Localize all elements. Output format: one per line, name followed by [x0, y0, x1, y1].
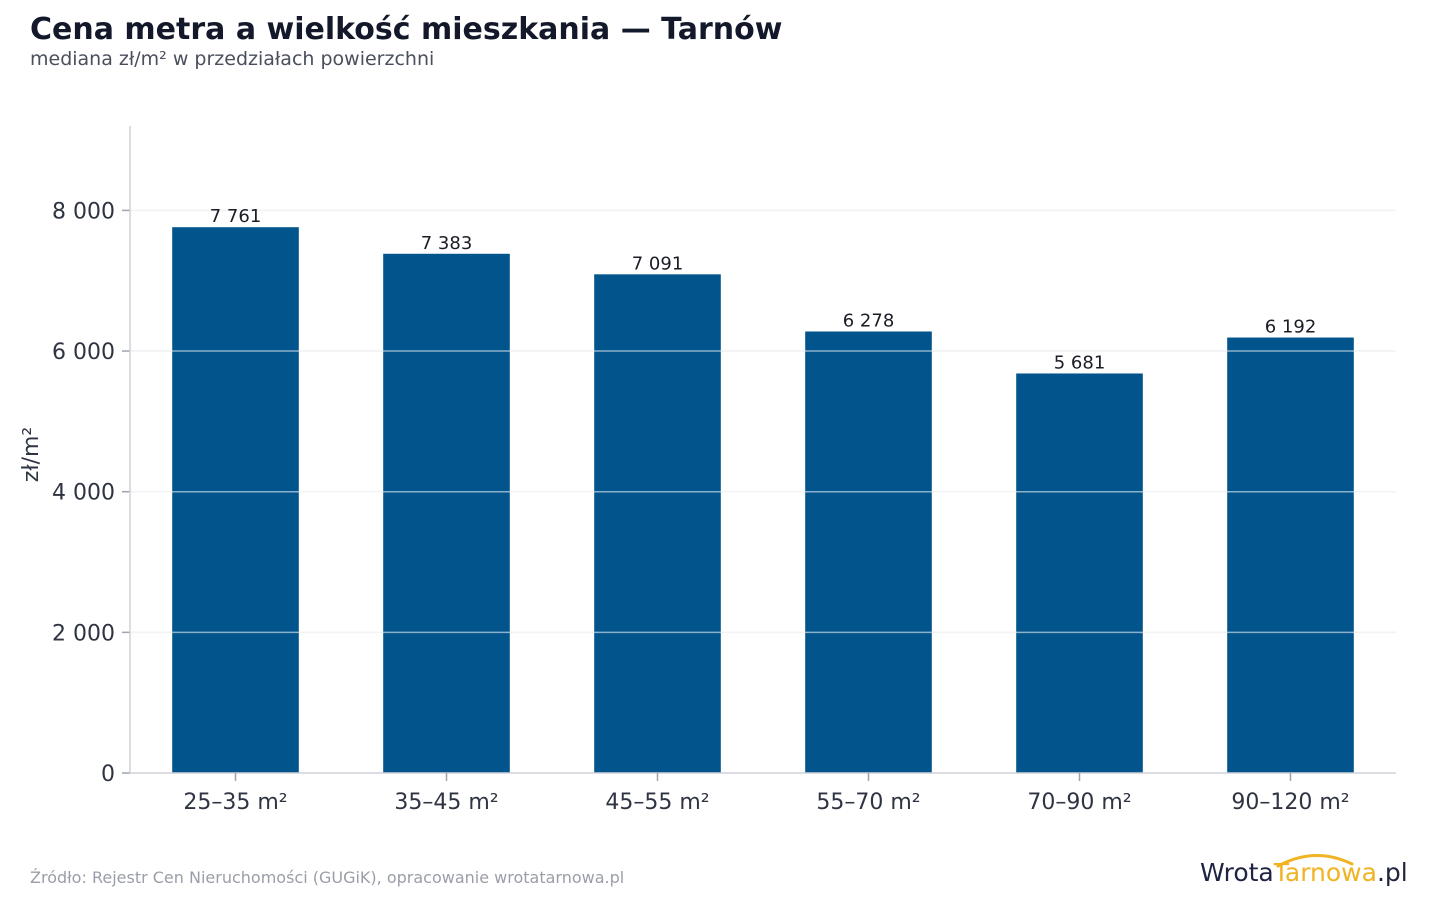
logo-part-wrota: Wrota [1200, 858, 1274, 887]
y-tick-label: 6 000 [52, 340, 115, 365]
logo-arc-icon [1276, 854, 1354, 868]
axis-layer [122, 126, 1396, 781]
brand-logo: WrotaTarnowa.pl [1200, 850, 1412, 894]
bar-value-label: 6 192 [1265, 317, 1317, 338]
bar-value-label: 6 278 [843, 310, 895, 331]
grid-overlay-layer [130, 209, 1396, 634]
label-layer: 0 2 000 4 000 6 000 8 000 7 761 25–35 m² 7 383 3… [19, 199, 1350, 815]
source-note: Źródło: Rejestr Cen Nieruchomości (GUGiK… [30, 868, 625, 887]
grid-layer [130, 209, 1396, 634]
bar [383, 253, 510, 774]
bar [1016, 373, 1143, 773]
y-tick-label: 8 000 [52, 199, 115, 224]
bar [172, 227, 299, 774]
bar [594, 274, 721, 773]
bar-layer [172, 227, 1354, 774]
x-tick-label: 70–90 m² [1027, 790, 1131, 815]
bar-value-label: 7 761 [210, 206, 262, 227]
x-tick-label: 25–35 m² [183, 790, 287, 815]
x-tick-label: 35–45 m² [394, 790, 498, 815]
x-tick-label: 45–55 m² [605, 790, 709, 815]
bar-value-label: 5 681 [1054, 352, 1106, 373]
logo-part-pl: .pl [1376, 858, 1408, 887]
x-tick-label: 55–70 m² [816, 790, 920, 815]
bar-value-label: 7 091 [632, 253, 684, 274]
x-tick-label: 90–120 m² [1231, 790, 1349, 815]
bar [805, 331, 932, 773]
chart-subtitle: mediana zł/m² w przedziałach powierzchni [30, 48, 435, 70]
y-tick-label: 4 000 [52, 481, 115, 506]
bar-value-label: 7 383 [421, 233, 473, 254]
y-tick-label: 0 [101, 762, 115, 787]
chart-title: Cena metra a wielkość mieszkania — Tarnó… [30, 12, 783, 47]
y-axis-label: zł/m² [19, 427, 44, 482]
logo-text: WrotaTarnowa.pl [1200, 858, 1408, 887]
logo-part-tarnowa: Tarnowa [1273, 858, 1377, 887]
bar [1227, 337, 1354, 773]
y-tick-label: 2 000 [52, 621, 115, 646]
